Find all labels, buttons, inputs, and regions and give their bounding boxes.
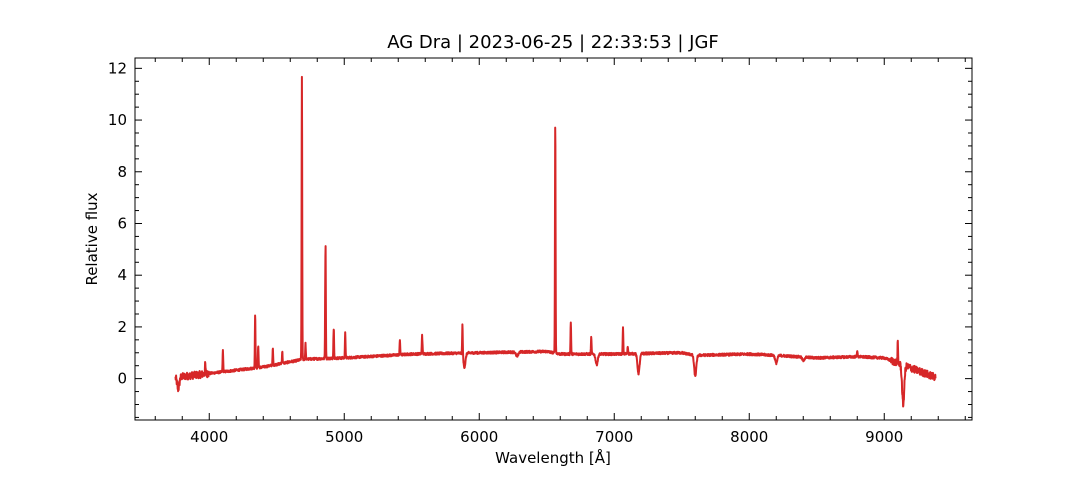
y-tick-label: 10 (108, 111, 127, 129)
x-tick-label: 5000 (325, 428, 363, 446)
chart-title: AG Dra | 2023-06-25 | 22:33:53 | JGF (387, 32, 719, 53)
y-tick-label: 8 (117, 163, 127, 181)
y-tick-label: 0 (117, 370, 127, 388)
plot-area (174, 75, 937, 408)
series-line (174, 75, 937, 408)
x-tick-label: 9000 (865, 428, 903, 446)
y-tick-label: 4 (117, 266, 127, 284)
x-tick-label: 4000 (190, 428, 228, 446)
x-tick-label: 8000 (730, 428, 768, 446)
axis-ticks: 4000 5000 6000 7000 8000 9000 0 2 4 6 8 10 12 (108, 58, 972, 446)
x-axis-title: Wavelength [Å] (495, 448, 611, 467)
y-tick-label: 2 (117, 318, 127, 336)
x-tick-label: 7000 (595, 428, 633, 446)
y-axis-title: Relative flux (83, 192, 101, 285)
y-tick-label: 6 (117, 214, 127, 232)
x-tick-label: 6000 (460, 428, 498, 446)
y-tick-label: 12 (108, 59, 127, 77)
plot-frame (134, 57, 973, 421)
